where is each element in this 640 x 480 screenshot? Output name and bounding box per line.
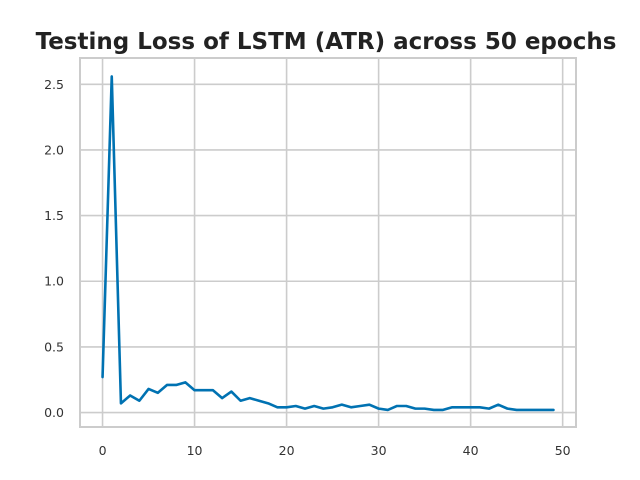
chart-title: Testing Loss of LSTM (ATR) across 50 epo… [36,29,617,55]
x-tick-label: 30 [371,443,387,458]
series-line [101,75,555,412]
axis-ticks: 0 10 20 30 40 50 0.0 0.5 1.0 1.5 2.0 2.5 [44,77,571,458]
x-tick-label: 40 [463,443,479,458]
x-tick-label: 20 [279,443,295,458]
x-tick-label: 0 [99,443,107,458]
grid [80,58,576,427]
y-tick-label: 2.0 [44,142,64,157]
x-tick-label: 10 [187,443,203,458]
y-tick-label: 0.5 [44,339,64,354]
plot-frame [79,57,577,428]
x-tick-label: 50 [555,443,571,458]
y-tick-label: 2.5 [44,77,64,92]
y-tick-label: 0.0 [44,405,64,420]
y-tick-label: 1.0 [44,274,64,289]
series-group [101,75,555,412]
y-tick-label: 1.5 [44,208,64,223]
